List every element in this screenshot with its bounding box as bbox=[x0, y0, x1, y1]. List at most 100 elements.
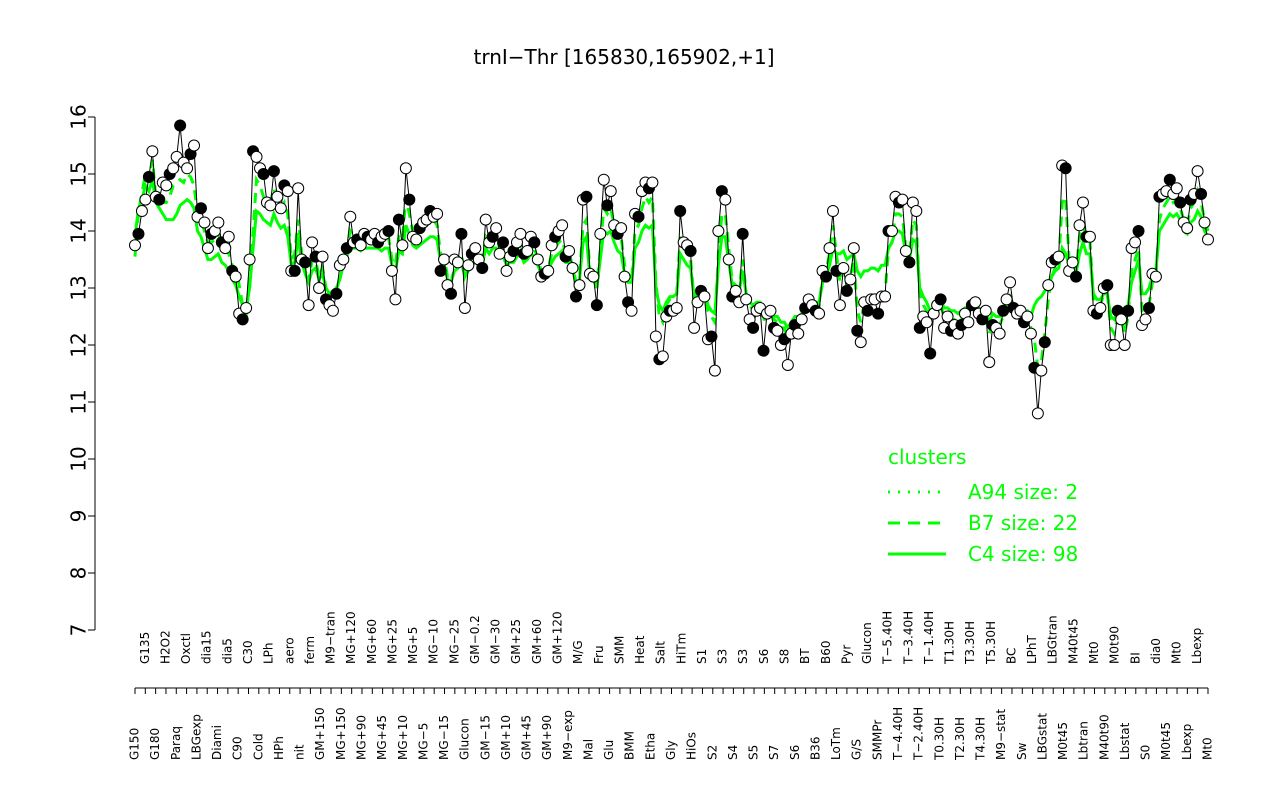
data-point bbox=[292, 182, 305, 195]
data-point bbox=[962, 316, 975, 329]
data-point bbox=[1115, 313, 1128, 326]
data-point bbox=[601, 199, 614, 212]
data-point bbox=[899, 244, 912, 257]
data-point bbox=[979, 304, 992, 317]
data-point bbox=[1195, 187, 1208, 200]
data-point bbox=[792, 327, 805, 340]
x-tick-label: M40t45 bbox=[1066, 618, 1080, 664]
x-tick-label: MG−5 bbox=[416, 723, 430, 760]
x-tick-label: GM+120 bbox=[551, 611, 565, 664]
data-point bbox=[399, 162, 412, 175]
data-point bbox=[594, 227, 607, 240]
data-point bbox=[1052, 250, 1065, 263]
data-point bbox=[476, 262, 489, 275]
y-tick-label: 11 bbox=[67, 389, 91, 414]
data-point bbox=[219, 242, 232, 255]
data-point bbox=[142, 170, 155, 183]
x-tick-label: C90 bbox=[231, 736, 245, 760]
data-point bbox=[316, 250, 329, 263]
data-point bbox=[563, 244, 576, 257]
data-point bbox=[684, 244, 697, 257]
x-tick-label: GM+90 bbox=[540, 715, 554, 760]
x-tick-label: Lbtran bbox=[1077, 721, 1091, 760]
x-tick-label: GM+45 bbox=[520, 715, 534, 760]
data-point bbox=[736, 227, 749, 240]
x-tick-label: LPh bbox=[262, 642, 276, 664]
data-point bbox=[632, 210, 645, 223]
x-tick-label: Mt0 bbox=[1170, 641, 1184, 664]
data-point bbox=[500, 264, 513, 277]
data-point bbox=[997, 304, 1010, 317]
data-point bbox=[1101, 279, 1114, 292]
data-point bbox=[410, 233, 423, 246]
data-point bbox=[941, 310, 954, 323]
data-point bbox=[1042, 279, 1055, 292]
data-point bbox=[521, 244, 534, 257]
data-point bbox=[236, 313, 249, 326]
data-point bbox=[840, 284, 853, 297]
x-tick-label: G/S bbox=[850, 739, 864, 760]
data-point bbox=[469, 242, 482, 255]
x-tick-label: Fru bbox=[592, 645, 606, 664]
data-point bbox=[993, 327, 1006, 340]
data-point bbox=[1142, 301, 1155, 314]
points-layer bbox=[129, 119, 1214, 420]
data-point bbox=[625, 304, 638, 317]
x-tick-label: T4.30H bbox=[974, 717, 988, 761]
data-point bbox=[514, 227, 527, 240]
data-point bbox=[771, 324, 784, 337]
data-point bbox=[403, 193, 416, 206]
x-tick-label: HiOs bbox=[685, 732, 699, 760]
data-point bbox=[879, 290, 892, 303]
data-point bbox=[597, 173, 610, 186]
x-tick-label: M0t45 bbox=[1056, 722, 1070, 760]
data-point bbox=[910, 205, 923, 218]
x-tick-label: S4 bbox=[726, 745, 740, 760]
x-tick-label: Diami bbox=[210, 725, 224, 760]
x-tick-label: S6 bbox=[788, 745, 802, 760]
x-tick-label: GM+150 bbox=[313, 707, 327, 760]
x-tick-label: T−1.40H bbox=[922, 611, 936, 665]
data-point bbox=[392, 213, 405, 226]
x-tick-label: MG+150 bbox=[334, 707, 348, 760]
data-point bbox=[528, 236, 541, 249]
data-point bbox=[129, 239, 141, 252]
x-tick-label: H2O2 bbox=[158, 630, 172, 664]
x-tick-label: Lbexp bbox=[1190, 628, 1204, 664]
x-tick-label: ferm bbox=[303, 636, 317, 664]
data-point bbox=[306, 236, 319, 249]
x-tick-label: T0.30H bbox=[932, 717, 946, 761]
y-tick-label: 10 bbox=[67, 446, 91, 471]
data-point bbox=[1198, 216, 1211, 229]
x-tick-label: aero bbox=[282, 637, 296, 664]
data-point bbox=[1004, 276, 1017, 289]
data-point bbox=[1132, 225, 1145, 237]
data-point bbox=[434, 264, 447, 277]
data-point bbox=[649, 330, 662, 343]
x-tick-label: GM−0.2 bbox=[468, 615, 482, 664]
data-point bbox=[1083, 230, 1096, 243]
data-point bbox=[1139, 313, 1152, 326]
x-tick-label: M/G bbox=[571, 640, 585, 664]
x-tick-label: GM+25 bbox=[509, 619, 523, 664]
data-point bbox=[389, 293, 402, 306]
data-point bbox=[556, 219, 569, 232]
data-point bbox=[132, 227, 145, 240]
data-point bbox=[1024, 327, 1037, 340]
data-point bbox=[837, 262, 850, 275]
x-tick-label: nit bbox=[293, 744, 307, 760]
data-point bbox=[705, 330, 718, 343]
x-tick-label: Cold bbox=[251, 733, 265, 760]
x-tick-label: S6 bbox=[757, 649, 771, 664]
data-point bbox=[1174, 196, 1187, 209]
data-point bbox=[722, 253, 735, 266]
data-point bbox=[542, 264, 555, 277]
data-point bbox=[229, 270, 242, 283]
data-point bbox=[431, 207, 444, 220]
data-point bbox=[1094, 301, 1107, 314]
data-point bbox=[302, 299, 315, 312]
data-point bbox=[740, 293, 753, 306]
data-point bbox=[886, 225, 899, 237]
x-tick-label: LBGtran bbox=[1046, 615, 1060, 664]
data-point bbox=[396, 239, 409, 252]
